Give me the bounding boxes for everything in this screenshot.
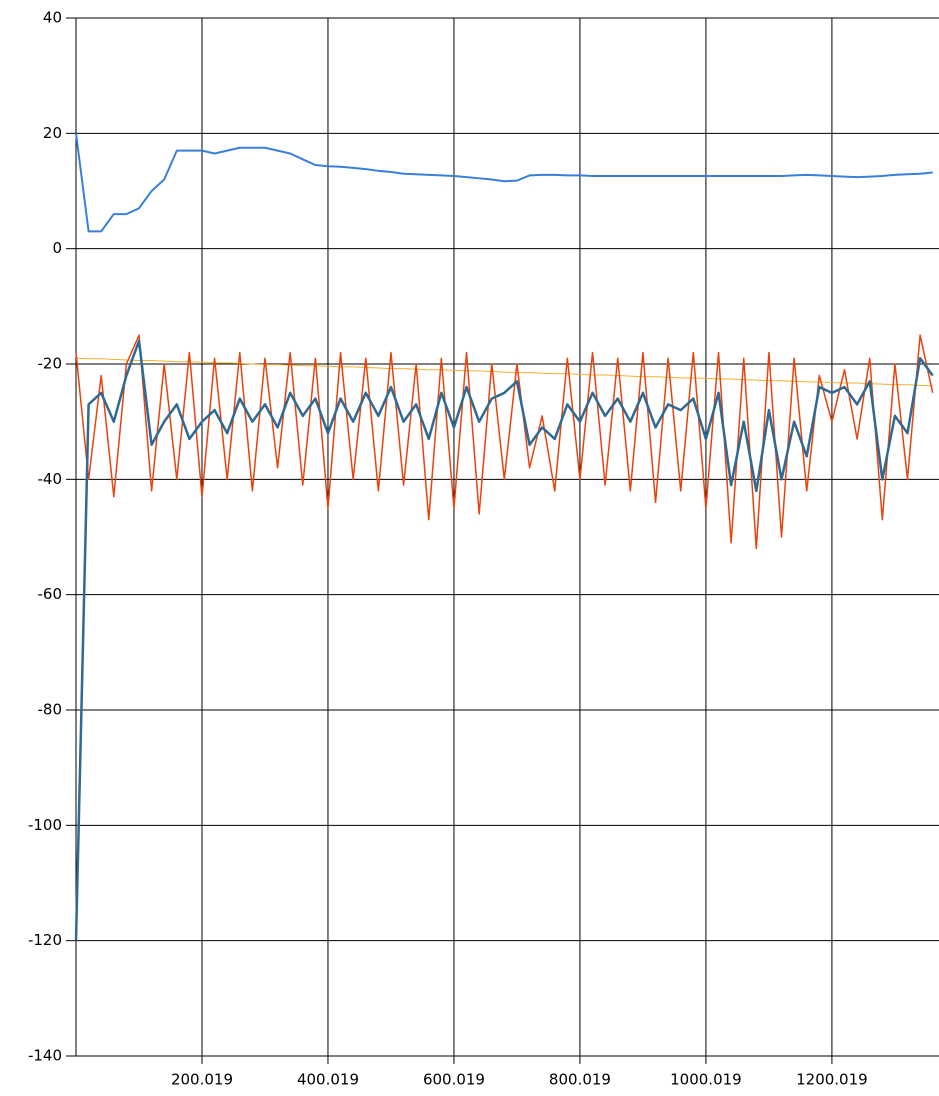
x-tick-label: 1000.019 [670,1071,742,1089]
x-tick-label: 600.019 [423,1071,485,1089]
y-tick-label: 0 [52,239,62,257]
y-tick-label: -40 [38,470,63,488]
y-tick-label: -100 [28,816,62,834]
y-tick-label: 20 [43,124,62,142]
series-line [75,133,933,233]
series-line [75,357,933,387]
y-tick-label: -120 [28,931,62,949]
y-tick-label: -140 [28,1047,62,1065]
y-tick-label: -80 [38,701,63,719]
y-tick-label: -60 [38,585,63,603]
series-line [75,334,934,550]
x-tick-label: 1200.019 [796,1071,868,1089]
y-tick-label: 40 [43,9,62,27]
series-line [74,339,934,941]
x-tick-label: 200.019 [171,1071,233,1089]
x-tick-label: 800.019 [549,1071,611,1089]
y-tick-label: -20 [38,355,63,373]
x-tick-label: 400.019 [297,1071,359,1089]
